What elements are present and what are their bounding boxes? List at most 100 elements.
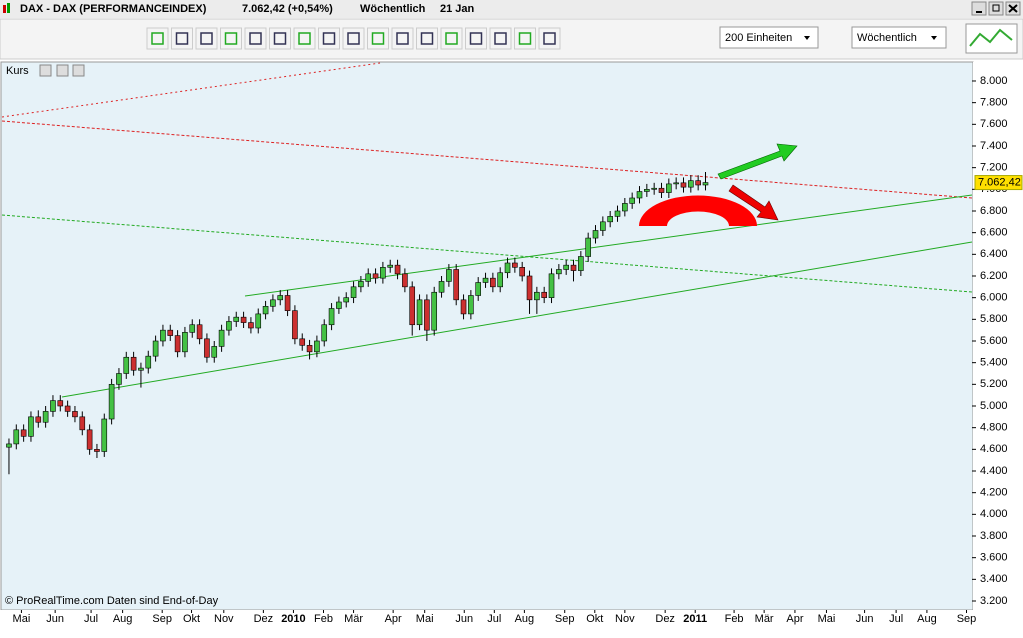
candle-body — [651, 187, 657, 190]
candle-body — [116, 373, 122, 385]
tool-button[interactable] — [538, 27, 561, 50]
candle-body — [636, 191, 643, 199]
tool-icon — [249, 32, 262, 45]
candle-body — [592, 230, 599, 239]
x-tick-label: Okt — [586, 613, 603, 625]
tool-button[interactable] — [465, 27, 487, 50]
x-tick-label: Feb — [725, 613, 744, 625]
period-dropdown[interactable] — [851, 26, 947, 49]
candle-body — [167, 329, 174, 336]
y-tick-label: 3.600 — [980, 552, 1008, 564]
y-tick-label: 3.400 — [980, 573, 1008, 585]
tool-button[interactable] — [269, 27, 291, 50]
candle-body — [152, 340, 159, 357]
tool-button[interactable] — [489, 27, 512, 50]
x-tick-label: Feb — [314, 613, 333, 625]
candle-body — [688, 180, 694, 188]
candle-body — [446, 269, 452, 282]
down-button[interactable] — [72, 64, 85, 77]
x-tick-label: 2010 — [281, 613, 305, 625]
tool-button[interactable] — [244, 27, 267, 50]
candle-body — [387, 264, 394, 268]
candle-body — [86, 429, 93, 450]
x-tick-label: Nov — [615, 613, 635, 625]
icon — [969, 28, 1013, 47]
candle-body — [372, 273, 379, 279]
candle-body — [218, 329, 225, 347]
units-dropdown[interactable] — [719, 26, 819, 49]
tool-button[interactable] — [342, 27, 365, 50]
candle-body — [13, 429, 20, 445]
candle-body — [343, 297, 350, 303]
candle-body — [409, 286, 416, 326]
settings-button[interactable] — [39, 64, 52, 77]
candle-body — [666, 183, 672, 193]
tool-button[interactable] — [367, 27, 389, 50]
y-tick-label: 7.600 — [980, 118, 1008, 130]
indicator-button[interactable] — [965, 23, 1018, 54]
y-tick-label: 6.000 — [980, 292, 1008, 304]
tool-button[interactable] — [416, 27, 438, 50]
arrow-down — [728, 184, 779, 221]
y-tick-label: 4.800 — [980, 422, 1008, 434]
candle-body — [402, 273, 408, 288]
tool-button[interactable] — [440, 27, 463, 50]
arch — [639, 195, 757, 226]
candle-body — [123, 356, 130, 374]
window-date: 21 Jan — [440, 3, 475, 15]
minimize-button[interactable] — [971, 1, 987, 16]
annotations — [639, 143, 798, 226]
tool-button[interactable] — [220, 27, 242, 50]
candle-body — [578, 256, 584, 271]
tool-icon — [420, 32, 434, 45]
x-tick-label: Sep — [957, 613, 977, 625]
tool-icon — [371, 32, 385, 45]
x-tick-label: Aug — [113, 613, 133, 625]
x-tick-label: Mai — [416, 613, 434, 625]
candle-body — [424, 299, 430, 331]
window-interval: Wöchentlich — [360, 3, 426, 15]
x-tick-label: Dez — [655, 613, 675, 625]
dropdown-arrow — [804, 36, 810, 40]
x-tick-label: Aug — [917, 613, 937, 625]
candle-body — [453, 269, 460, 301]
y-tick-label: 5.800 — [980, 313, 1008, 325]
tool-icon — [200, 32, 213, 45]
y-axis-area — [973, 62, 1023, 610]
y-tick-label: 6.200 — [980, 270, 1008, 282]
maximize-button[interactable] — [988, 1, 1004, 16]
tool-button[interactable] — [171, 27, 193, 50]
y-tick-label: 4.200 — [980, 487, 1008, 499]
x-tick-label: Jul — [84, 613, 98, 625]
dropdown-arrow — [931, 36, 937, 40]
candle-body — [534, 291, 540, 301]
candle-body — [438, 281, 445, 293]
candle-body — [380, 267, 386, 279]
candle-body — [277, 295, 284, 301]
y-tick-label: 5.600 — [980, 335, 1008, 347]
x-tick-label: Okt — [183, 613, 200, 625]
tool-button[interactable] — [195, 27, 218, 50]
y-tick-label: 8.000 — [980, 75, 1008, 87]
y-tick-label: 4.600 — [980, 443, 1008, 455]
y-tick-label: 5.000 — [980, 400, 1008, 412]
footer: © ProRealTime.com Daten sind End-of-Day — [5, 595, 219, 607]
candle-body — [504, 262, 511, 274]
candle-body — [350, 286, 357, 298]
candle-body — [262, 306, 269, 315]
candle-body — [79, 416, 86, 431]
tool-button[interactable] — [318, 27, 340, 50]
candle-body — [497, 272, 503, 288]
y-tick-label: 6.600 — [980, 227, 1008, 239]
up-button[interactable] — [56, 64, 69, 77]
candle-body — [108, 384, 115, 420]
tool-button[interactable] — [146, 27, 169, 50]
icon — [7, 3, 10, 13]
tool-button[interactable] — [391, 27, 414, 50]
tool-button[interactable] — [293, 27, 316, 50]
candle-body — [101, 418, 108, 452]
tool-button[interactable] — [514, 27, 536, 50]
candle-body — [20, 429, 27, 437]
x-tick-label: Jun — [46, 613, 64, 625]
candle-body — [629, 197, 635, 204]
